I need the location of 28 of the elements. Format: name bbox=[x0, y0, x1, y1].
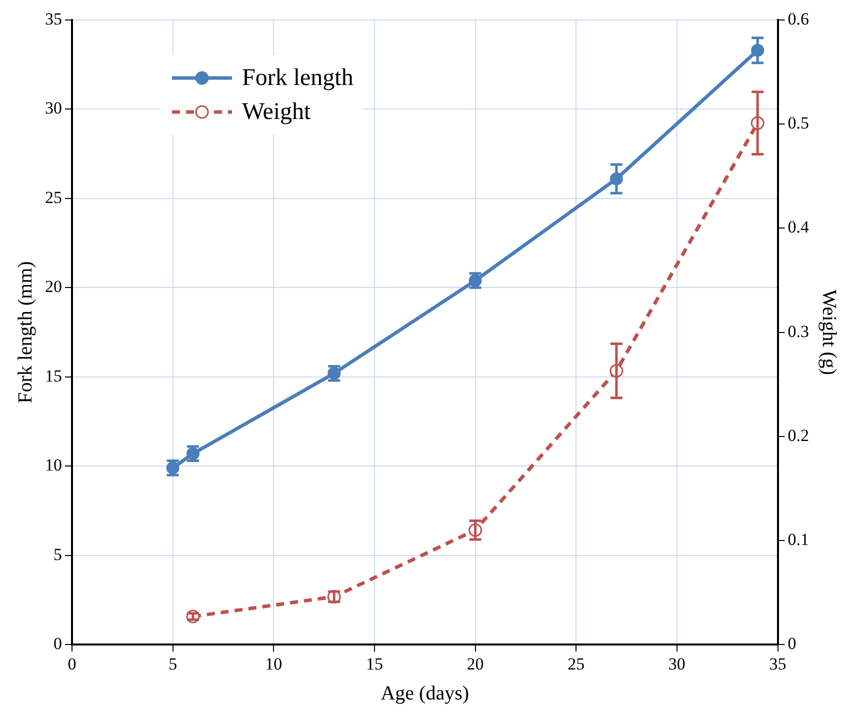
x-tick-label: 30 bbox=[668, 654, 686, 674]
y2-tick-label: 0.2 bbox=[788, 426, 809, 445]
y2-tick-label: 0 bbox=[788, 634, 796, 654]
y-tick-label: 10 bbox=[45, 456, 62, 475]
x-axis-title: Age (days) bbox=[380, 682, 470, 704]
y-tick-label: 25 bbox=[45, 188, 62, 207]
x-tick-label: 20 bbox=[466, 654, 484, 674]
y-tick-label: 15 bbox=[45, 366, 62, 386]
y2-tick-label: 0.5 bbox=[788, 114, 809, 133]
legend-label: Weight bbox=[242, 98, 311, 126]
y-tick-label: 5 bbox=[54, 544, 62, 564]
x-tick-label: 35 bbox=[769, 654, 786, 674]
y2-axis-title: Weight (g) bbox=[818, 290, 840, 376]
y2-tick-label: 0.3 bbox=[788, 322, 809, 341]
y2-tick-label: 0.6 bbox=[788, 9, 809, 28]
x-tick-label: 15 bbox=[366, 654, 383, 674]
y-tick-label: 20 bbox=[45, 277, 62, 296]
y-axis-title: Fork length (mm) bbox=[14, 261, 36, 404]
y-tick-label: 35 bbox=[45, 9, 62, 28]
x-tick-label: 0 bbox=[68, 654, 76, 674]
y-tick-label: 30 bbox=[45, 98, 62, 118]
legend-label: Fork length bbox=[242, 64, 354, 92]
x-tick-label: 25 bbox=[568, 654, 585, 674]
x-tick-label: 5 bbox=[168, 654, 178, 674]
x-tick-label: 10 bbox=[265, 654, 282, 674]
y-tick-label: 0 bbox=[54, 634, 62, 654]
y2-tick-label: 0.1 bbox=[788, 530, 809, 549]
y2-tick-label: 0.4 bbox=[788, 218, 810, 237]
